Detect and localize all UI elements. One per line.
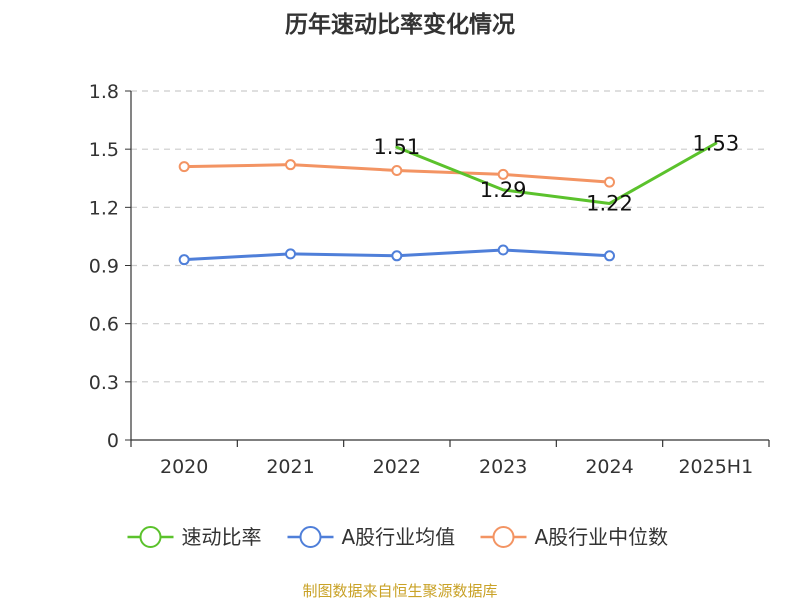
series-group <box>178 141 718 266</box>
chart-title: 历年速动比率变化情况 <box>285 11 515 38</box>
data-point[interactable] <box>604 176 615 188</box>
y-tick-label: 1.2 <box>89 197 119 219</box>
data-point[interactable] <box>604 250 615 262</box>
data-label: 1.53 <box>692 131 739 155</box>
data-label: 1.51 <box>373 135 420 159</box>
legend-marker <box>299 526 322 548</box>
x-tick-label: 2025H1 <box>678 456 753 478</box>
legend-item[interactable]: A股行业中位数 <box>480 525 669 549</box>
legend-marker <box>492 526 515 548</box>
data-point[interactable] <box>178 254 190 266</box>
data-point[interactable] <box>391 250 403 262</box>
data-point[interactable] <box>285 248 296 260</box>
y-tick-label: 1.8 <box>89 81 119 103</box>
y-tick-label: 1.5 <box>89 139 119 161</box>
x-tick-label: 2023 <box>479 456 527 478</box>
legend-marker <box>139 526 162 548</box>
legend-item[interactable]: A股行业均值 <box>287 525 456 549</box>
legend-item[interactable]: 速动比率 <box>127 525 262 549</box>
legend-label: 速动比率 <box>182 525 262 549</box>
legend-label: A股行业均值 <box>342 525 456 549</box>
series-line <box>395 141 718 205</box>
source-note: 制图数据来自恒生聚源数据库 <box>302 582 497 600</box>
data-point[interactable] <box>178 161 190 173</box>
x-tick-label: 2024 <box>585 456 633 478</box>
x-tick-label: 2022 <box>373 456 421 478</box>
y-tick-label: 0 <box>107 430 119 452</box>
axes: 0 0.3 0.6 0.9 1.2 1.5 1.8 2020 2021 2022 2023 2024 2… <box>89 81 770 478</box>
data-point[interactable] <box>497 168 509 180</box>
x-tick-label: 2021 <box>266 456 314 478</box>
legend-label: A股行业中位数 <box>535 525 669 549</box>
data-point[interactable] <box>285 159 296 171</box>
data-label: 1.22 <box>586 191 633 215</box>
y-tick-label: 0.6 <box>89 314 119 336</box>
data-point[interactable] <box>391 164 403 176</box>
data-labels: 1.51 1.29 1.22 1.53 <box>373 131 739 215</box>
x-tick-label: 2020 <box>160 456 208 478</box>
data-point[interactable] <box>497 244 509 256</box>
legend[interactable]: 速动比率 A股行业均值 A股行业中位数 <box>127 525 669 549</box>
data-label: 1.29 <box>480 178 527 202</box>
y-tick-label: 0.9 <box>89 256 119 278</box>
grid <box>131 90 769 383</box>
y-tick-label: 0.3 <box>89 372 119 394</box>
